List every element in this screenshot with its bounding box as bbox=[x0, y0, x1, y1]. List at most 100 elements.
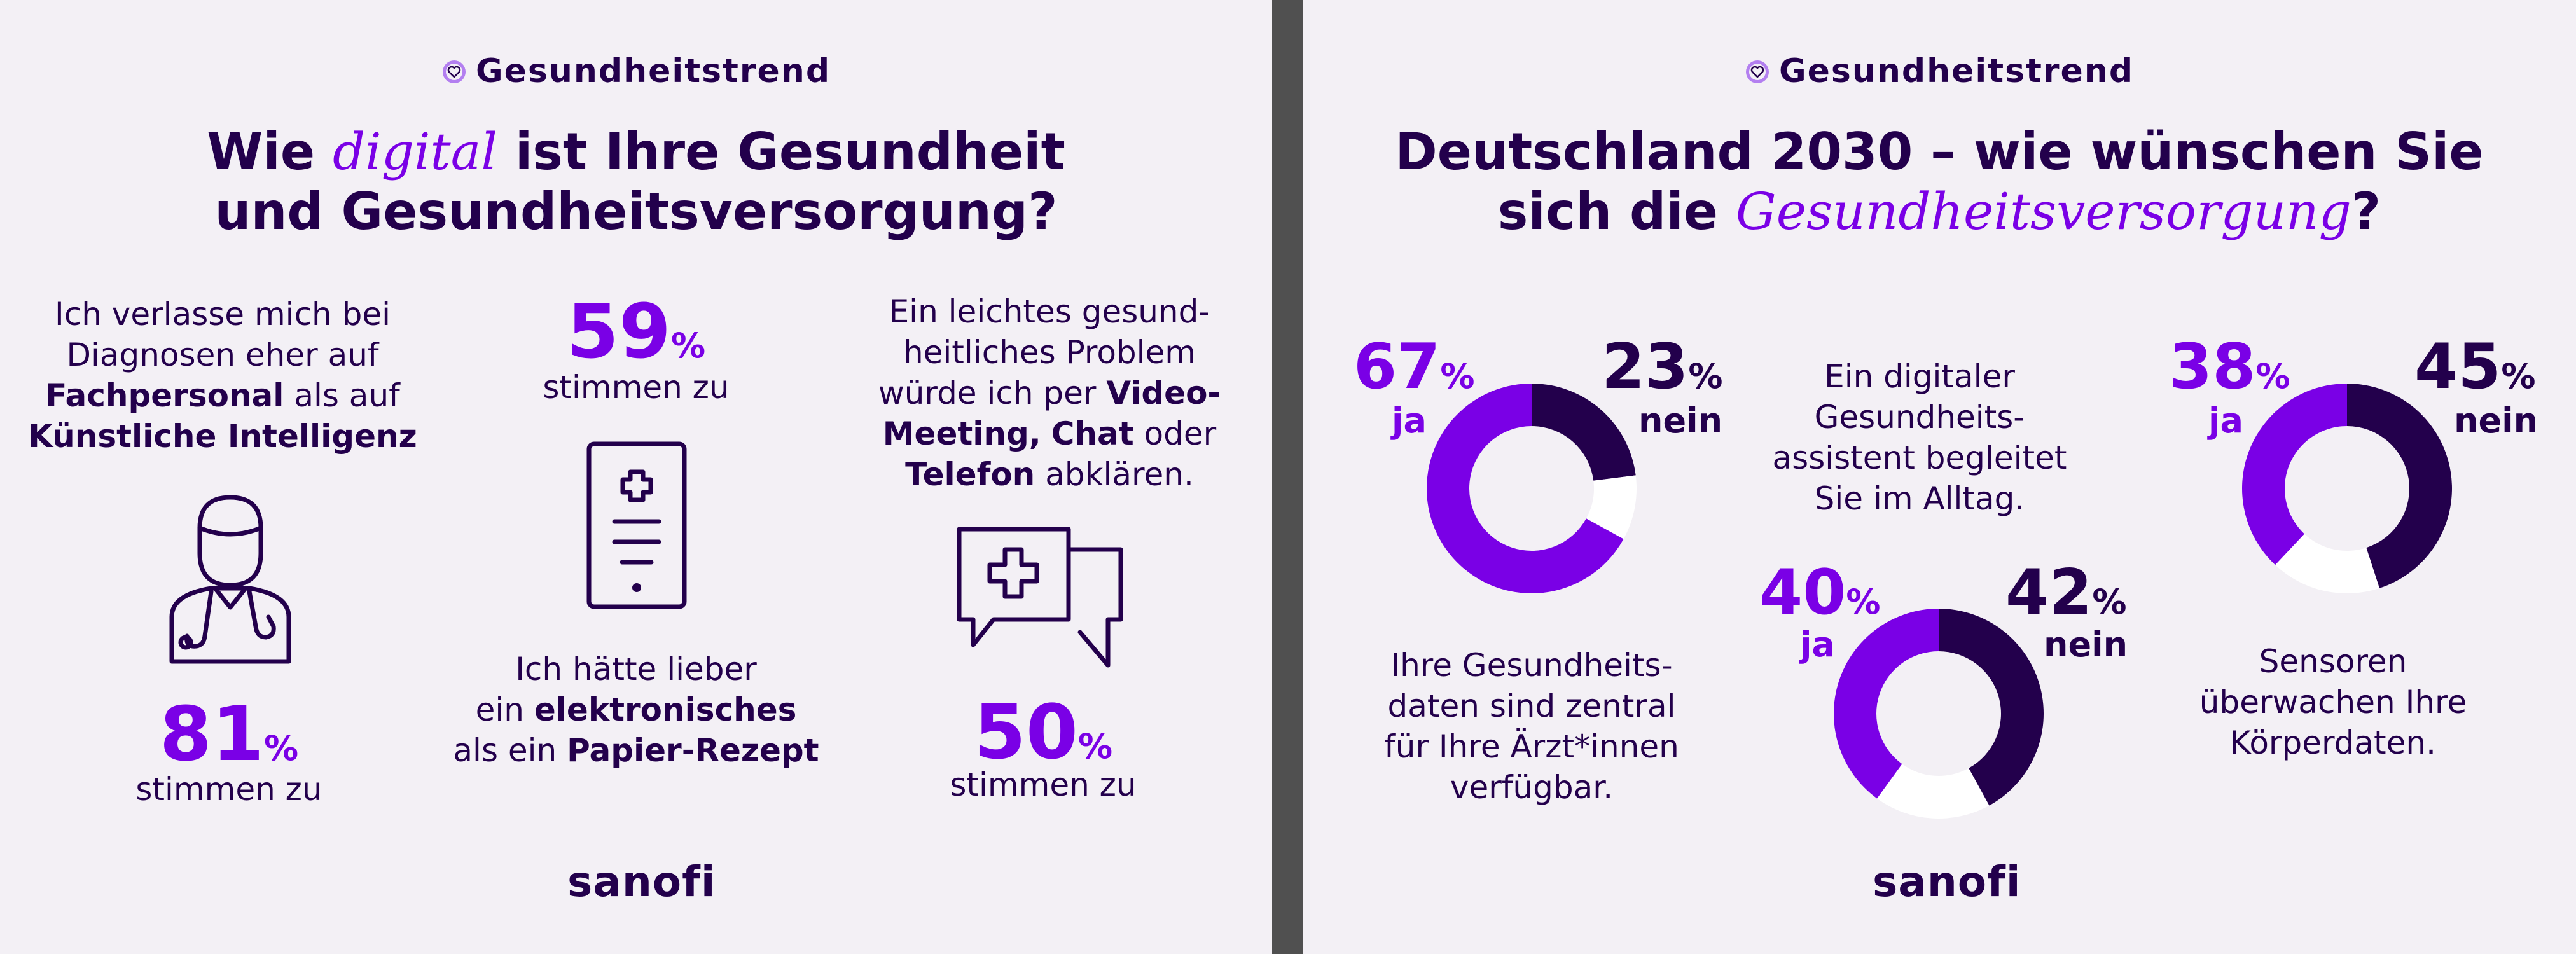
chart1-yes-pct: % bbox=[1440, 356, 1475, 396]
stat1-text: Ich verlasse mich bei Diagnosen eher auf… bbox=[13, 294, 433, 457]
stat3-pct: % bbox=[1078, 726, 1113, 766]
stat3-text: Ein leichtes gesund- heitliches Problem … bbox=[840, 291, 1259, 495]
chart2-caption-line3: assistent begleitet bbox=[1772, 439, 2067, 476]
chart2-yes-value: 40% bbox=[1759, 556, 1881, 629]
title-post: ist Ihre Gesundheit bbox=[515, 122, 1065, 181]
chart2-caption-line2: Gesundheits- bbox=[1814, 399, 2025, 436]
stat3-line2: heitliches Problem bbox=[903, 334, 1196, 371]
stat3-line1: Ein leichtes gesund- bbox=[889, 293, 1210, 330]
stat2-text: Ich hätte lieber ein elektronisches als … bbox=[445, 649, 827, 771]
stat2-number: 59 bbox=[566, 287, 672, 375]
chart1-yes-number: 67 bbox=[1354, 331, 1441, 403]
stat2-line2-bold: elektronisches bbox=[534, 691, 797, 728]
chart1-caption-line3: für Ihre Ärzt*innen bbox=[1384, 728, 1679, 765]
stat3-line5-post: abklären. bbox=[1045, 456, 1194, 493]
chart1-no-label: nein bbox=[1638, 401, 1723, 441]
chart3-caption: Sensoren überwachen Ihre Körperdaten. bbox=[2180, 641, 2486, 763]
donut-chart-2 bbox=[1834, 609, 2044, 819]
stat1-value: 81% bbox=[89, 690, 369, 778]
stat1-bold2: Künstliche Intelligenz bbox=[28, 418, 417, 455]
stat2-pct: % bbox=[671, 326, 706, 366]
stat3-line4-bold2: Chat bbox=[1051, 415, 1134, 452]
heart-logo-icon bbox=[442, 60, 466, 83]
stat1-pct: % bbox=[264, 728, 299, 768]
donut-chart-3 bbox=[2242, 384, 2452, 593]
stat1-number: 81 bbox=[159, 690, 265, 778]
stat1-line2: Diagnosen eher auf bbox=[66, 336, 379, 373]
stat1-agree: stimmen zu bbox=[135, 771, 322, 808]
chart3-yes-label: ja bbox=[2208, 401, 2243, 441]
stat1-bold1: Fachpersonal bbox=[45, 377, 284, 414]
chart3-no-label: nein bbox=[2454, 401, 2538, 441]
chart1-caption-line2: daten sind zentral bbox=[1387, 688, 1676, 724]
title-pre: Wie bbox=[207, 122, 315, 181]
chart2-no-pct: % bbox=[2092, 582, 2127, 622]
right-panel: Gesundheitstrend Deutschland 2030 – wie … bbox=[1303, 0, 2576, 954]
stat1-mid: als auf bbox=[294, 377, 400, 414]
sanofi-logo: sanofi bbox=[567, 857, 716, 906]
donut-slice-ja bbox=[1427, 384, 1624, 593]
stat3-line3-pre: würde ich per bbox=[878, 375, 1097, 411]
chart3-no-value: 45% bbox=[2414, 331, 2536, 403]
sanofi-logo: sanofi bbox=[1873, 857, 2021, 906]
chart1-no-pct: % bbox=[1688, 356, 1723, 396]
chart3-caption-line1: Sensoren bbox=[2259, 643, 2407, 680]
right-title-post: ? bbox=[2351, 182, 2381, 241]
smartphone-prescription-icon bbox=[586, 441, 687, 609]
panel-divider bbox=[1272, 0, 1303, 954]
donut-slice-ja bbox=[2242, 384, 2347, 565]
stat2-agree: stimmen zu bbox=[543, 369, 730, 406]
chart2-yes-label: ja bbox=[1800, 625, 1835, 665]
right-title-line1: Deutschland 2030 – wie wünschen Sie bbox=[1395, 122, 2484, 181]
right-title-emphasis: Gesundheitsversorgung bbox=[1735, 182, 2351, 241]
chart1-no-number: 23 bbox=[1602, 331, 1689, 403]
donut-chart-1 bbox=[1427, 384, 1637, 593]
brand-name: Gesundheitstrend bbox=[475, 52, 831, 90]
stat3-line4-post: oder bbox=[1144, 415, 1217, 452]
brand-header-right: Gesundheitstrend bbox=[1303, 52, 2576, 90]
stat2-line1: Ich hätte lieber bbox=[515, 651, 757, 688]
brand-header-left: Gesundheitstrend bbox=[0, 52, 1272, 90]
chart2-caption: Ein digitaler Gesundheits- assistent beg… bbox=[1761, 356, 2079, 519]
stat1-line1: Ich verlasse mich bei bbox=[54, 296, 391, 333]
stat3-agree: stimmen zu bbox=[950, 766, 1137, 803]
donut-slice-nein bbox=[1939, 609, 2044, 806]
chart1-caption-line4: verfügbar. bbox=[1450, 769, 1614, 806]
chart2-no-number: 42 bbox=[2005, 556, 2093, 629]
brand-name: Gesundheitstrend bbox=[1778, 52, 2135, 90]
chat-bubbles-medical-icon bbox=[957, 527, 1123, 668]
chart2-no-label: nein bbox=[2044, 625, 2128, 665]
stat2-line2-pre: ein bbox=[475, 691, 524, 728]
chart3-caption-line3: Körperdaten. bbox=[2230, 724, 2436, 761]
stat2-line3-pre: als ein bbox=[453, 732, 557, 769]
donut-slice-rest bbox=[1877, 764, 1990, 819]
left-title: Wie digital ist Ihre Gesundheit und Gesu… bbox=[0, 122, 1272, 242]
chart3-no-pct: % bbox=[2501, 356, 2536, 396]
heart-logo-icon bbox=[1745, 60, 1769, 83]
chart1-no-value: 23% bbox=[1602, 331, 1723, 403]
right-title: Deutschland 2030 – wie wünschen Sie sich… bbox=[1303, 122, 2576, 242]
stat3-line5-bold: Telefon bbox=[905, 456, 1035, 493]
chart2-yes-number: 40 bbox=[1759, 556, 1846, 629]
chart3-yes-pct: % bbox=[2255, 356, 2290, 396]
left-panel: Gesundheitstrend Wie digital ist Ihre Ge… bbox=[0, 0, 1272, 954]
chart1-yes-value: 67% bbox=[1354, 331, 1475, 403]
chart3-yes-value: 38% bbox=[2169, 331, 2290, 403]
stat2-value: 59% bbox=[496, 287, 776, 375]
stat3-number: 50 bbox=[973, 688, 1079, 776]
stat3-line3-bold: Video- bbox=[1106, 375, 1221, 411]
stat3-line4-bold1: Meeting, bbox=[882, 415, 1041, 452]
title-line2: und Gesundheitsversorgung? bbox=[214, 182, 1058, 241]
chart1-caption-line1: Ihre Gesundheits- bbox=[1390, 647, 1673, 684]
chart3-caption-line2: überwachen Ihre bbox=[2199, 684, 2467, 721]
donut-slice-rest bbox=[1586, 475, 1637, 539]
doctor-icon bbox=[169, 495, 291, 664]
donut-slice-ja bbox=[1834, 609, 1939, 799]
chart2-yes-pct: % bbox=[1846, 582, 1881, 622]
chart3-yes-number: 38 bbox=[2169, 331, 2256, 403]
donut-slice-nein bbox=[2347, 384, 2452, 588]
stat3-value: 50% bbox=[903, 688, 1183, 776]
chart2-caption-line1: Ein digitaler bbox=[1824, 358, 2015, 395]
chart2-no-value: 42% bbox=[2005, 556, 2127, 629]
chart3-no-number: 45 bbox=[2414, 331, 2502, 403]
